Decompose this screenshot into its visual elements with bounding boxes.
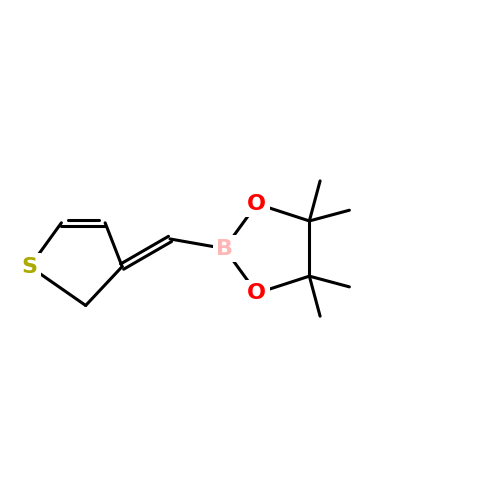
Text: B: B xyxy=(216,238,233,258)
Text: O: O xyxy=(248,283,266,303)
Text: S: S xyxy=(22,256,38,276)
Text: O: O xyxy=(248,194,266,214)
